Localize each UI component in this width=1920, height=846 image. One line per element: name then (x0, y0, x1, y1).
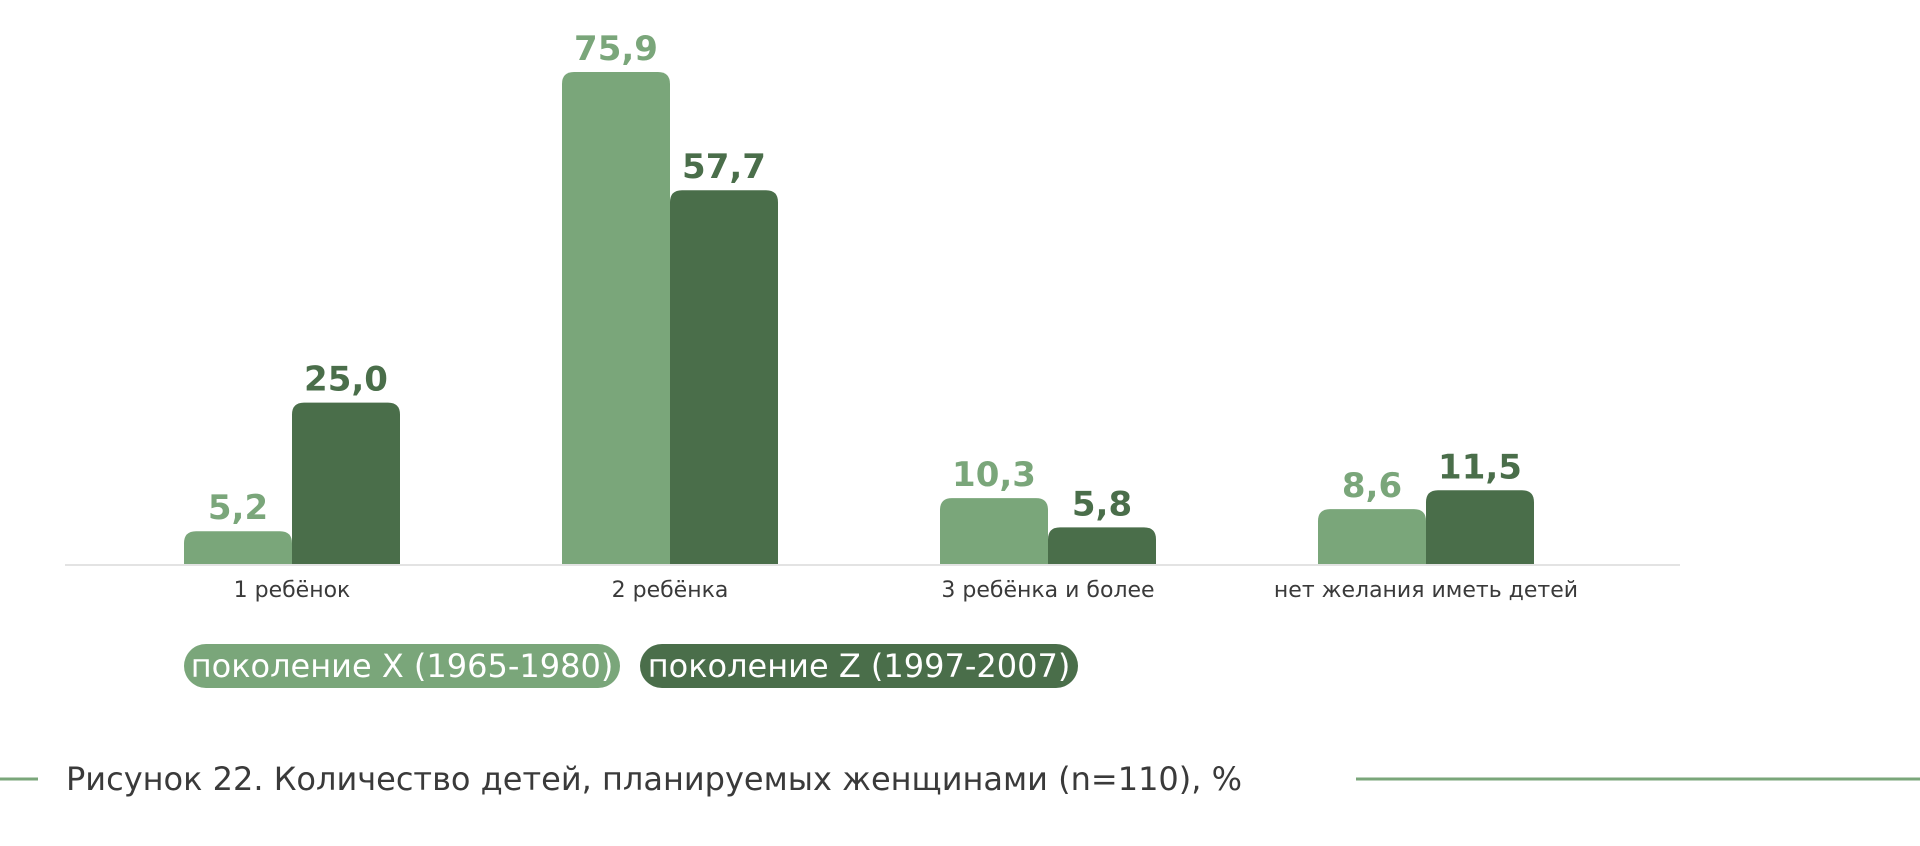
legend-label-generation-x: поколение X (1965-1980) (191, 647, 614, 685)
bars-layer: 5,2 25,0 75,9 57,7 10,3 5,8 8,6 11,5 (184, 29, 1534, 566)
legend-item-generation-x (184, 644, 620, 688)
data-label-series-2-cat-4: 11,5 (1438, 447, 1522, 487)
bar-series-1-cat-3 (940, 498, 1048, 565)
bar-series-2-cat-1 (292, 402, 400, 565)
data-label-series-1-cat-4: 8,6 (1342, 466, 1402, 506)
figure-caption: Рисунок 22. Количество детей, планируемы… (0, 760, 1920, 798)
data-label-series-2-cat-2: 57,7 (682, 147, 766, 187)
category-label-2: 2 ребёнка (612, 578, 729, 603)
legend: поколение X (1965-1980) поколение Z (199… (184, 644, 1078, 688)
bar-series-1-cat-1 (184, 531, 292, 565)
category-label-4: нет желания иметь детей (1274, 578, 1578, 603)
category-label-1: 1 ребёнок (234, 578, 351, 603)
data-label-series-2-cat-1: 25,0 (304, 360, 388, 400)
category-labels: 1 ребёнок 2 ребёнка 3 ребёнка и более нет ж… (234, 578, 1578, 603)
legend-item-generation-z (640, 644, 1078, 688)
bar-series-1-cat-4 (1318, 509, 1426, 565)
data-label-series-2-cat-3: 5,8 (1072, 484, 1132, 524)
bar-series-2-cat-4 (1426, 490, 1534, 565)
data-label-series-1-cat-2: 75,9 (574, 29, 658, 69)
data-label-series-1-cat-1: 5,2 (208, 488, 268, 528)
bar-series-1-cat-2 (562, 72, 670, 565)
caption-text: Рисунок 22. Количество детей, планируемы… (66, 760, 1242, 798)
bar-series-2-cat-2 (670, 190, 778, 566)
bar-series-2-cat-3 (1048, 527, 1156, 565)
data-label-series-1-cat-3: 10,3 (952, 455, 1036, 495)
category-label-3: 3 ребёнка и более (941, 578, 1154, 603)
legend-label-generation-z: поколение Z (1997-2007) (648, 647, 1071, 685)
